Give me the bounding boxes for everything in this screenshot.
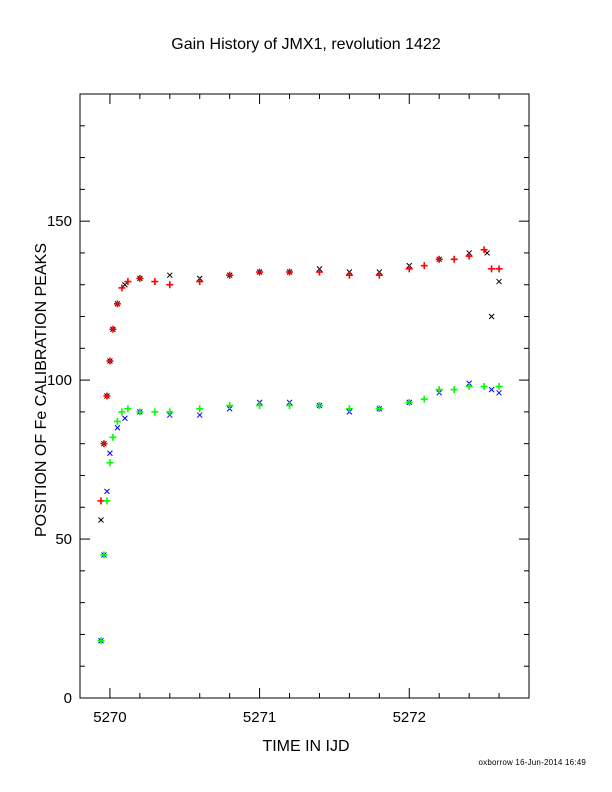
series-2-point — [104, 488, 110, 495]
x-tick-label: 5271 — [243, 709, 276, 726]
series-2-point — [107, 450, 113, 457]
series-1-point — [136, 274, 144, 282]
series-1-point — [100, 440, 108, 448]
series-3-point — [166, 408, 174, 416]
series-0-point — [122, 281, 128, 288]
point-stroke — [122, 281, 128, 288]
series-3-point — [97, 637, 105, 645]
point-stroke — [166, 272, 173, 279]
series-1-point — [97, 497, 105, 505]
plot-frame — [79, 93, 530, 699]
series-2-point — [122, 415, 128, 422]
series-1-point — [465, 252, 473, 260]
point-stroke — [488, 313, 495, 320]
tick-labels: 0 50 100 150 5270 5271 5272 — [47, 213, 426, 726]
series-1-point — [286, 268, 294, 276]
series-3-point — [109, 433, 117, 441]
series-3-point — [256, 402, 264, 410]
series-3-point — [465, 382, 473, 390]
series-1-point — [315, 268, 323, 276]
series-3-point — [118, 408, 126, 416]
series-3-point — [103, 497, 111, 505]
series-1-point — [103, 392, 111, 400]
series-1-point — [420, 262, 428, 270]
series-2-point — [114, 424, 121, 431]
point-stroke — [496, 389, 502, 396]
point-stroke — [107, 450, 113, 457]
series-3-point — [420, 395, 428, 403]
y-tick-label: 150 — [47, 213, 72, 230]
series-1-point — [166, 281, 174, 289]
y-tick-label: 100 — [47, 372, 72, 389]
series-3-point — [495, 382, 503, 390]
point-stroke — [196, 412, 203, 418]
series-3-point — [151, 408, 159, 416]
chart-title: Gain History of JMX1, revolution 1422 — [171, 36, 441, 53]
point-stroke — [98, 517, 104, 523]
series-1-point — [435, 255, 443, 263]
series-0-point — [98, 517, 104, 523]
series-3-point — [405, 398, 413, 406]
x-tick-label: 5270 — [93, 709, 126, 726]
axis-ticks — [79, 93, 530, 699]
series-2-point — [496, 389, 502, 396]
series-3-point — [226, 402, 234, 410]
series-1-point — [113, 300, 121, 308]
point-stroke — [488, 386, 495, 393]
series-1-point — [450, 255, 458, 263]
series-1-point — [480, 246, 488, 254]
series-1-point — [405, 265, 413, 273]
x-tick-label: 5272 — [393, 709, 426, 726]
series-1-point — [124, 278, 132, 286]
series-3-point — [136, 408, 144, 416]
series-1-point — [196, 278, 204, 286]
series-3-point — [435, 386, 443, 394]
series-0-point — [484, 250, 490, 256]
series-1-point — [345, 271, 353, 279]
y-tick-label: 50 — [55, 531, 72, 548]
series-3-point — [450, 386, 458, 394]
series-3-point — [286, 402, 294, 410]
point-stroke — [496, 278, 502, 285]
series-1-point — [495, 265, 503, 273]
series-2-point — [196, 412, 203, 418]
series-1-point — [375, 271, 383, 279]
series-3-point — [100, 551, 108, 559]
series-3-point — [113, 417, 121, 425]
series-3-point — [106, 459, 114, 467]
series-0-point — [496, 278, 502, 285]
point-stroke — [104, 488, 110, 495]
series-1-point — [106, 357, 114, 365]
series-1-point — [109, 325, 117, 333]
y-axis-label: POSITION OF Fe CALIBRATION PEAKS — [33, 243, 50, 537]
series-1-point — [226, 271, 234, 279]
series-3-point — [345, 405, 353, 413]
series-1-point — [151, 278, 159, 286]
data-marks — [97, 246, 503, 645]
series-1-point — [256, 268, 264, 276]
footer-credit: oxborrow 16-Jun-2014 16:49 — [478, 758, 586, 767]
series-1-point — [118, 284, 126, 292]
series-0-point — [166, 272, 173, 279]
series-0-point — [488, 313, 495, 320]
series-3-point — [375, 405, 383, 413]
x-axis-label: TIME IN IJD — [262, 738, 350, 755]
series-3-point — [196, 405, 204, 413]
point-stroke — [114, 424, 121, 431]
series-2-point — [488, 386, 495, 393]
series-1-point — [488, 265, 496, 273]
point-stroke — [122, 415, 128, 422]
series-3-point — [315, 402, 323, 410]
point-stroke — [484, 250, 490, 256]
y-tick-label: 0 — [64, 690, 72, 707]
series-3-point — [124, 405, 132, 413]
series-3-point — [480, 382, 488, 390]
